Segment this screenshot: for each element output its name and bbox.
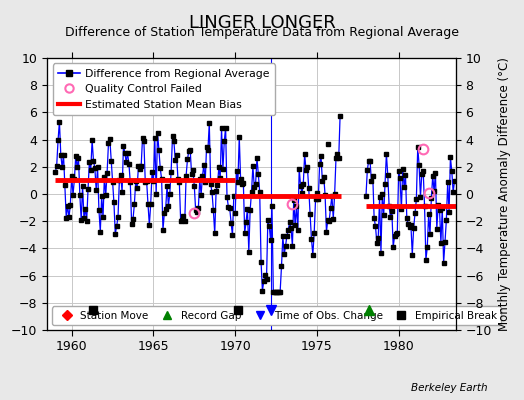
Text: LINGER LONGER: LINGER LONGER — [189, 14, 335, 32]
Legend: Station Move, Record Gap, Time of Obs. Change, Empirical Break: Station Move, Record Gap, Time of Obs. C… — [52, 306, 501, 325]
Text: Berkeley Earth: Berkeley Earth — [411, 383, 487, 393]
Text: Difference of Station Temperature Data from Regional Average: Difference of Station Temperature Data f… — [65, 26, 459, 39]
Y-axis label: Monthly Temperature Anomaly Difference (°C): Monthly Temperature Anomaly Difference (… — [497, 57, 510, 331]
